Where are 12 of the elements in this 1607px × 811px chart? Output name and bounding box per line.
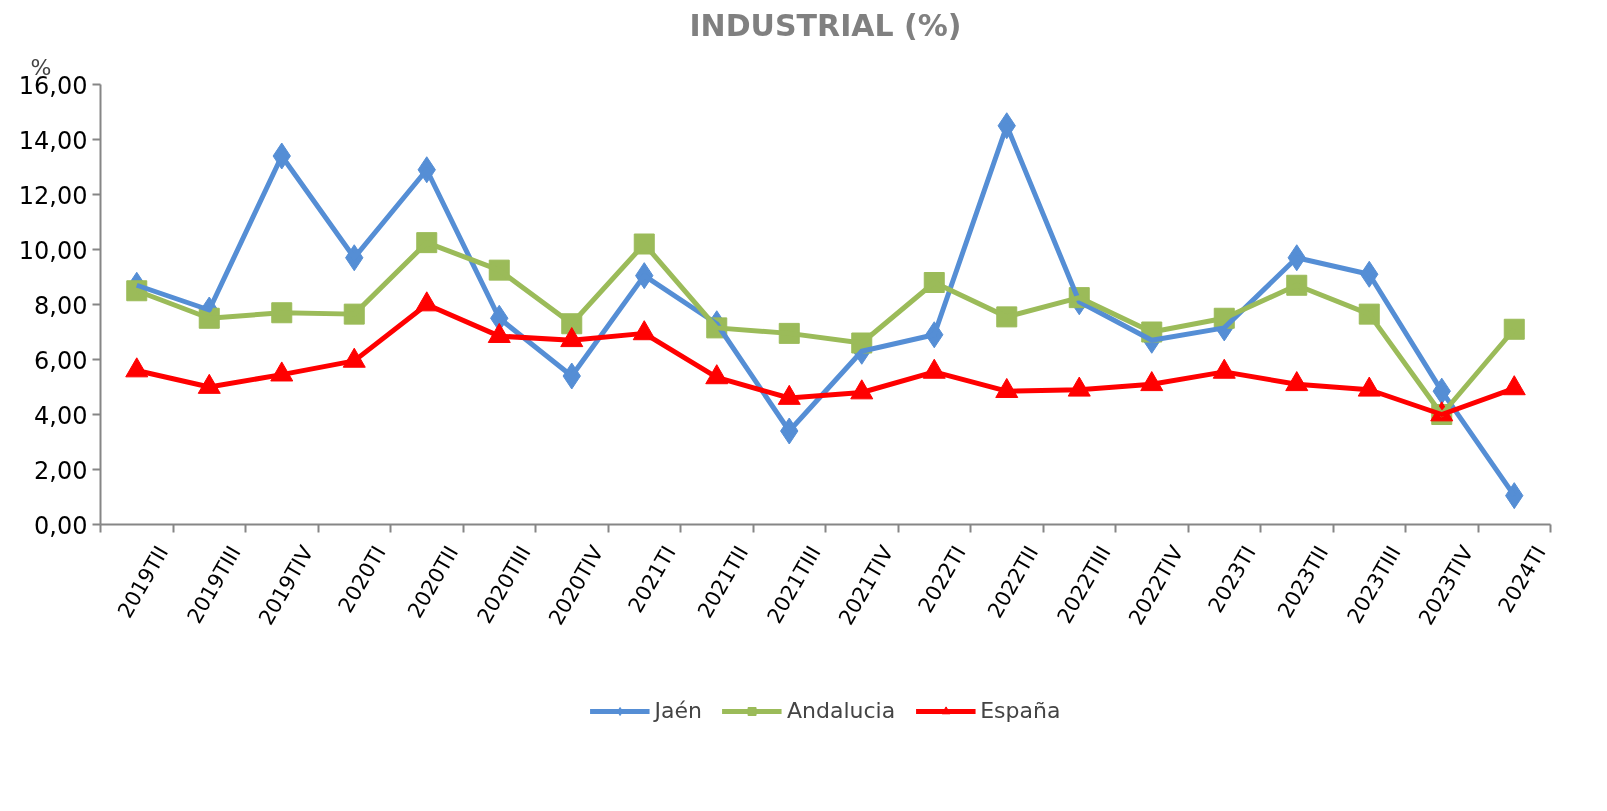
- y-tick-label: 12,00: [18, 181, 88, 210]
- y-tick-label: 2,00: [34, 456, 88, 485]
- y-tick-label: 10,00: [18, 236, 88, 265]
- y-tick-label: 14,00: [18, 126, 88, 155]
- legend-label: España: [980, 698, 1061, 723]
- legend-label: Andalucia: [787, 698, 896, 723]
- y-tick-label: 4,00: [34, 401, 88, 430]
- chart-title: INDUSTRIAL (%): [689, 7, 962, 43]
- y-tick-label: 6,00: [34, 346, 88, 375]
- legend-label: Jaén: [654, 698, 703, 723]
- y-tick-label: 8,00: [34, 291, 88, 320]
- y-tick-label: 0,00: [34, 511, 88, 540]
